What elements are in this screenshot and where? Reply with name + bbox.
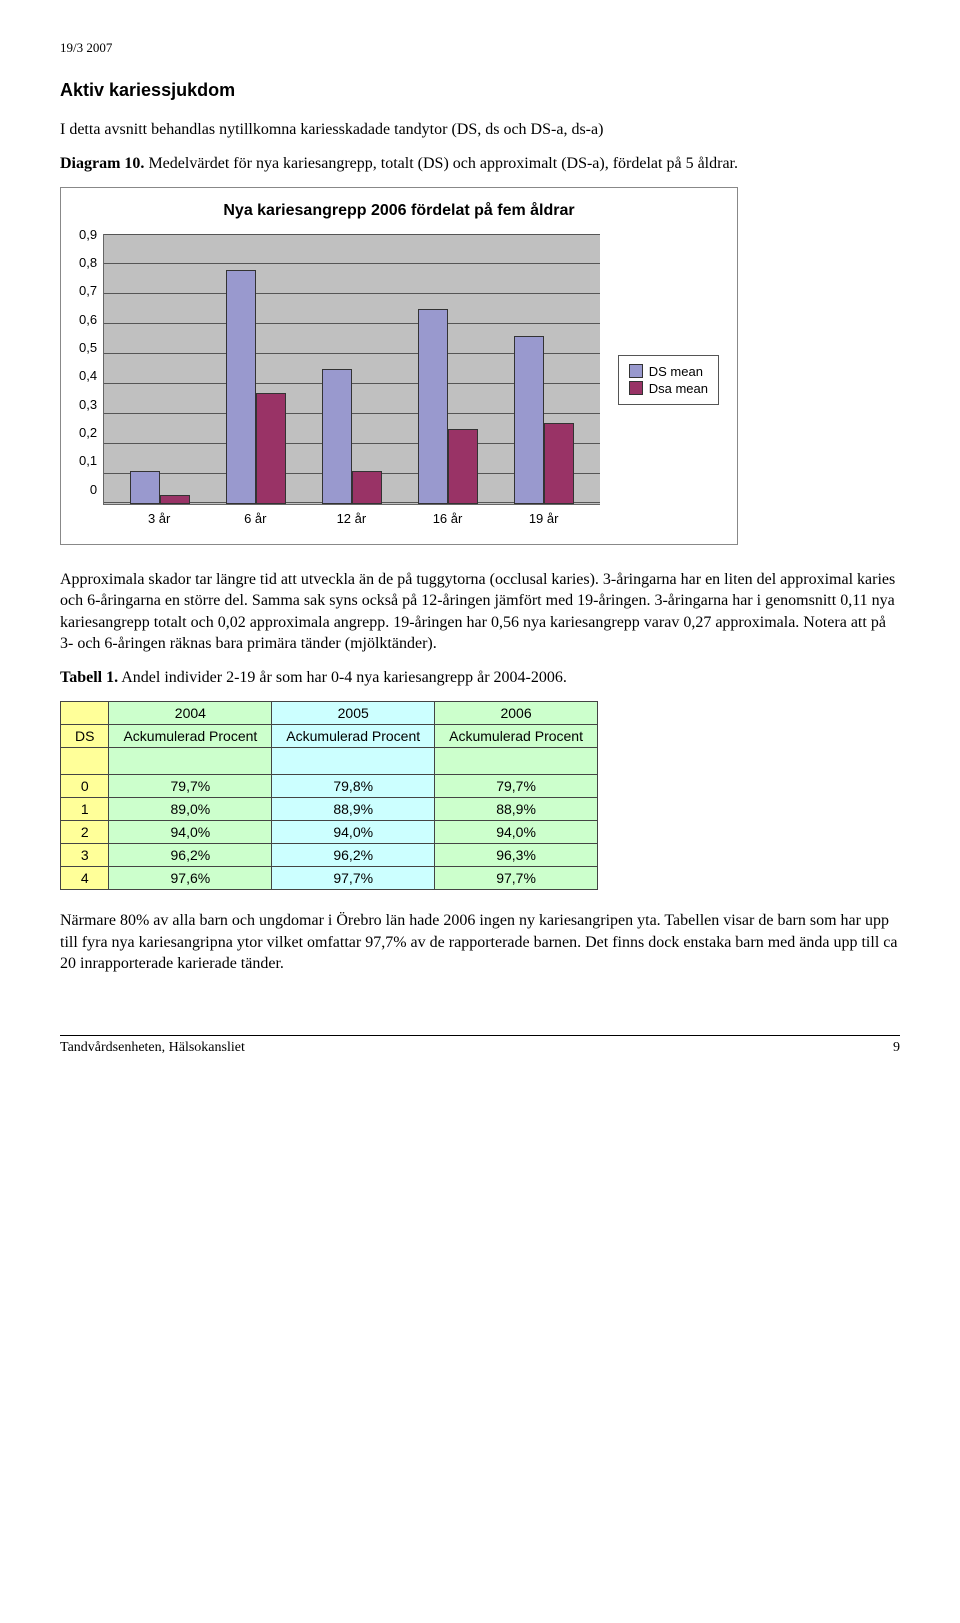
chart-y-axis: 0,9 0,8 0,7 0,6 0,5 0,4 0,3 0,2 0,1 0	[79, 227, 103, 497]
table-row-index: 4	[61, 866, 109, 889]
bar-ds	[514, 336, 544, 504]
chart-plot-wrap: 3 år 6 år 12 år 16 år 19 år	[103, 234, 600, 526]
table-year-header: 2004	[109, 701, 272, 724]
y-tick-label: 0,6	[79, 312, 97, 327]
diagram-caption: Diagram 10. Medelvärdet för nya kariesan…	[60, 155, 900, 173]
bar-dsa	[352, 471, 382, 504]
chart-plot	[103, 234, 600, 505]
y-tick-label: 0,1	[79, 453, 97, 468]
bar-group	[322, 234, 382, 504]
table-cell: 88,9%	[272, 797, 435, 820]
diagram-label: Diagram 10.	[60, 155, 144, 172]
table-cell: 79,7%	[435, 774, 598, 797]
bar-dsa	[448, 429, 478, 504]
y-tick-label: 0,2	[79, 425, 97, 440]
legend-swatch	[629, 364, 643, 378]
closing-paragraph: Närmare 80% av alla barn och ungdomar i …	[60, 910, 900, 975]
x-tick-label: 3 år	[129, 511, 189, 526]
table-cell: 94,0%	[435, 820, 598, 843]
table-cell: 94,0%	[272, 820, 435, 843]
diagram-caption-text: Medelvärdet för nya kariesangrepp, total…	[144, 155, 738, 172]
table-caption-lead: Tabell 1.	[60, 669, 118, 686]
table-empty-cell	[61, 747, 109, 774]
table-cell: 94,0%	[109, 820, 272, 843]
bar-dsa	[256, 393, 286, 504]
chart-title: Nya kariesangrepp 2006 fördelat på fem å…	[79, 202, 719, 220]
table-cell: 96,2%	[272, 843, 435, 866]
table-empty-cell	[109, 747, 272, 774]
table-caption: Tabell 1. Andel individer 2-19 år som ha…	[60, 669, 900, 687]
table-cell: 88,9%	[435, 797, 598, 820]
table-cell: 97,7%	[272, 866, 435, 889]
data-table: 200420052006DSAckumulerad ProcentAckumul…	[60, 701, 598, 890]
table-cell: 97,7%	[435, 866, 598, 889]
footer-left: Tandvårdsenheten, Hälsokansliet	[60, 1040, 245, 1056]
chart-container: Nya kariesangrepp 2006 fördelat på fem å…	[60, 187, 738, 545]
chart-legend: DS mean Dsa mean	[618, 355, 719, 405]
y-tick-label: 0	[90, 482, 97, 497]
section-title: Aktiv kariessjukdom	[60, 80, 900, 101]
bar-ds	[130, 471, 160, 504]
x-tick-label: 6 år	[225, 511, 285, 526]
post-chart-paragraph: Approximala skador tar längre tid att ut…	[60, 569, 900, 655]
table-caption-text: Andel individer 2-19 år som har 0-4 nya …	[118, 669, 567, 686]
table-empty-cell	[272, 747, 435, 774]
table-empty-cell	[435, 747, 598, 774]
bar-dsa	[160, 495, 190, 504]
chart-area: 0,90,80,70,60,50,40,30,20,10 3 år6 år12 …	[79, 234, 719, 526]
legend-item: Dsa mean	[629, 381, 708, 396]
page-header-date: 19/3 2007	[60, 40, 900, 56]
table-cell: 79,7%	[109, 774, 272, 797]
table-corner	[61, 701, 109, 724]
table-row-index: 1	[61, 797, 109, 820]
y-tick-label: 0,4	[79, 368, 97, 383]
legend-item: DS mean	[629, 364, 708, 379]
bar-group	[130, 234, 190, 504]
x-tick-label: 12 år	[321, 511, 381, 526]
y-tick-label: 0,5	[79, 340, 97, 355]
legend-label: Dsa mean	[649, 381, 708, 396]
bar-group	[226, 234, 286, 504]
chart-x-axis: 3 år 6 år 12 år 16 år 19 år	[103, 505, 600, 526]
table-cell: 89,0%	[109, 797, 272, 820]
bar-ds	[226, 270, 256, 504]
bar-group	[418, 234, 478, 504]
y-tick-label: 0,7	[79, 283, 97, 298]
y-tick-label: 0,9	[79, 227, 97, 242]
bar-ds	[322, 369, 352, 504]
table-sub-header: Ackumulerad Procent	[435, 724, 598, 747]
table-cell: 79,8%	[272, 774, 435, 797]
x-tick-label: 16 år	[418, 511, 478, 526]
bar-dsa	[544, 423, 574, 504]
table-year-header: 2005	[272, 701, 435, 724]
table-cell: 96,2%	[109, 843, 272, 866]
table-sub-header: Ackumulerad Procent	[109, 724, 272, 747]
x-tick-label: 19 år	[514, 511, 574, 526]
bar-group	[514, 234, 574, 504]
table-sub-header: Ackumulerad Procent	[272, 724, 435, 747]
table-cell: 97,6%	[109, 866, 272, 889]
table-row-index: 3	[61, 843, 109, 866]
legend-swatch	[629, 381, 643, 395]
footer-page-number: 9	[893, 1040, 900, 1056]
table-row-index: 0	[61, 774, 109, 797]
intro-paragraph: I detta avsnitt behandlas nytillkomna ka…	[60, 119, 900, 141]
table-cell: 96,3%	[435, 843, 598, 866]
y-tick-label: 0,3	[79, 397, 97, 412]
y-tick-label: 0,8	[79, 255, 97, 270]
table-row-label-header: DS	[61, 724, 109, 747]
bar-ds	[418, 309, 448, 504]
table-row-index: 2	[61, 820, 109, 843]
legend-label: DS mean	[649, 364, 703, 379]
table-year-header: 2006	[435, 701, 598, 724]
page-footer: Tandvårdsenheten, Hälsokansliet 9	[60, 1035, 900, 1056]
